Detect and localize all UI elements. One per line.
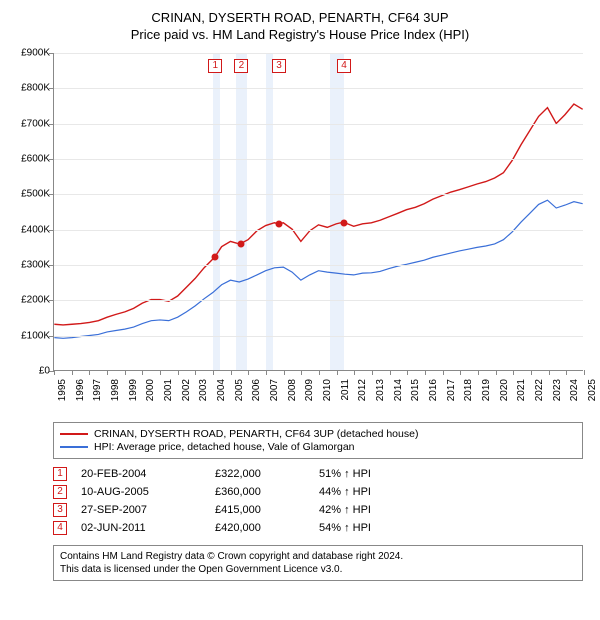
x-axis-label: 2007 [269,379,280,409]
sale-marker-box: 2 [234,59,248,73]
chart-lines [54,53,583,370]
x-axis-label: 2019 [481,379,492,409]
y-axis-label: £700K [10,118,50,129]
series-line [54,104,582,325]
sale-point-dot [238,240,245,247]
x-axis-label: 2012 [357,379,368,409]
y-axis-label: £200K [10,295,50,306]
y-axis-label: £500K [10,189,50,200]
sale-price: £415,000 [215,504,305,516]
price-chart: 12 3 4 £0 £100K £200K £300K £400K £500K £600K £70… [8,48,592,418]
x-axis-label: 2013 [375,379,386,409]
chart-title-address: CRINAN, DYSERTH ROAD, PENARTH, CF64 3UP [8,10,592,25]
series-line [54,200,582,338]
sales-row: 1 20-FEB-2004 £322,000 51% ↑ HPI [53,465,583,483]
chart-legend: CRINAN, DYSERTH ROAD, PENARTH, CF64 3UP … [53,422,583,459]
x-axis-label: 2022 [534,379,545,409]
x-axis-label: 2003 [198,379,209,409]
x-axis-label: 1997 [92,379,103,409]
legend-item: CRINAN, DYSERTH ROAD, PENARTH, CF64 3UP … [60,428,576,440]
x-axis-label: 2005 [234,379,245,409]
sale-marker-box: 3 [272,59,286,73]
x-axis-label: 2010 [322,379,333,409]
sale-point-dot [341,219,348,226]
sale-point-dot [212,254,219,261]
chart-title-subtitle: Price paid vs. HM Land Registry's House … [8,27,592,42]
sale-price: £322,000 [215,468,305,480]
sale-delta-vs-hpi: 51% ↑ HPI [319,468,429,480]
y-axis-label: £900K [10,48,50,59]
x-axis-label: 2024 [569,379,580,409]
legend-swatch [60,446,88,448]
sale-marker-box: 4 [337,59,351,73]
plot-area: 12 3 4 [53,53,583,371]
legend-swatch [60,433,88,435]
x-axis-label: 2021 [516,379,527,409]
sale-date: 27-SEP-2007 [81,504,201,516]
sale-delta-vs-hpi: 42% ↑ HPI [319,504,429,516]
sales-row: 4 02-JUN-2011 £420,000 54% ↑ HPI [53,519,583,537]
x-axis-label: 1996 [75,379,86,409]
x-axis-label: 2023 [552,379,563,409]
sale-date: 10-AUG-2005 [81,486,201,498]
x-axis-label: 2004 [216,379,227,409]
x-axis-label: 1999 [128,379,139,409]
sale-marker-box: 2 [53,485,67,499]
x-axis-label: 2001 [163,379,174,409]
x-axis-label: 2025 [587,379,598,409]
y-axis-label: £300K [10,260,50,271]
x-axis-label: 1995 [57,379,68,409]
legend-label: HPI: Average price, detached house, Vale… [94,441,355,453]
attribution-footnote: Contains HM Land Registry data © Crown c… [53,545,583,581]
y-axis-label: £400K [10,224,50,235]
x-axis-label: 2017 [446,379,457,409]
legend-item: HPI: Average price, detached house, Vale… [60,441,576,453]
x-axis-label: 2002 [181,379,192,409]
x-axis-label: 2008 [287,379,298,409]
sales-table: 1 20-FEB-2004 £322,000 51% ↑ HPI 2 10-AUG-200… [53,465,583,537]
x-axis-label: 2011 [340,379,351,409]
sale-marker-box: 4 [53,521,67,535]
x-axis-label: 2000 [145,379,156,409]
sales-row: 3 27-SEP-2007 £415,000 42% ↑ HPI [53,501,583,519]
x-axis-label: 2016 [428,379,439,409]
y-axis-label: £100K [10,330,50,341]
footnote-line: Contains HM Land Registry data © Crown c… [60,550,576,563]
sale-price: £420,000 [215,522,305,534]
y-axis-label: £600K [10,154,50,165]
sale-date: 02-JUN-2011 [81,522,201,534]
y-axis-label: £800K [10,83,50,94]
x-axis-label: 2018 [463,379,474,409]
sale-delta-vs-hpi: 44% ↑ HPI [319,486,429,498]
footnote-line: This data is licensed under the Open Gov… [60,563,576,576]
sale-price: £360,000 [215,486,305,498]
x-axis-label: 2006 [251,379,262,409]
sale-marker-box: 1 [53,467,67,481]
sales-row: 2 10-AUG-2005 £360,000 44% ↑ HPI [53,483,583,501]
x-axis-label: 2015 [410,379,421,409]
x-axis-label: 1998 [110,379,121,409]
sale-marker-box: 1 [208,59,222,73]
sale-marker-box: 3 [53,503,67,517]
legend-label: CRINAN, DYSERTH ROAD, PENARTH, CF64 3UP … [94,428,418,440]
x-axis-label: 2009 [304,379,315,409]
sale-point-dot [276,221,283,228]
sale-delta-vs-hpi: 54% ↑ HPI [319,522,429,534]
sale-date: 20-FEB-2004 [81,468,201,480]
x-axis-label: 2020 [499,379,510,409]
x-axis-label: 2014 [393,379,404,409]
y-axis-label: £0 [10,366,50,377]
